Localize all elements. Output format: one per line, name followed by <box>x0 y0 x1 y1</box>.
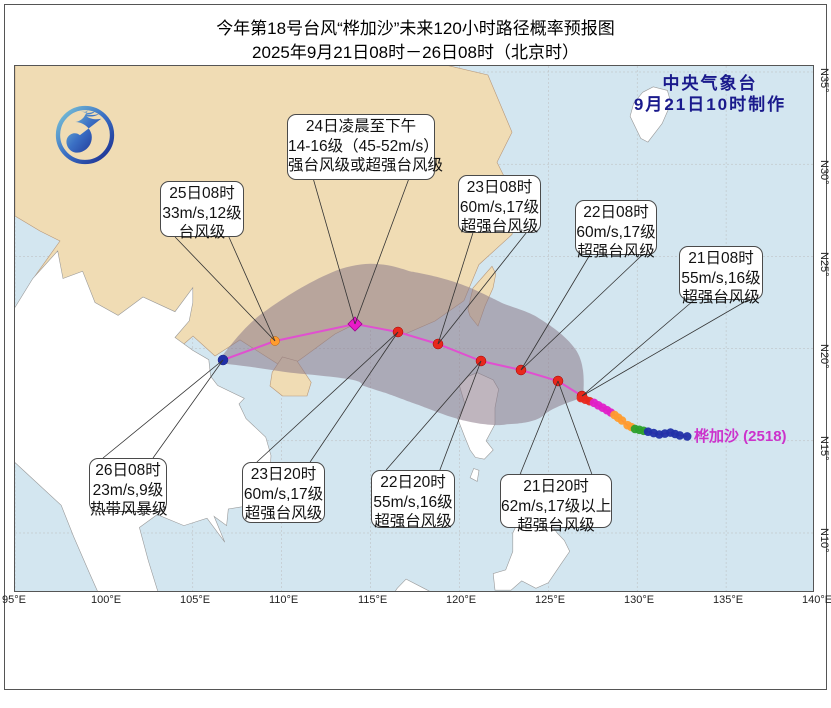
svg-text:桦加沙 (2518): 桦加沙 (2518) <box>694 427 787 445</box>
